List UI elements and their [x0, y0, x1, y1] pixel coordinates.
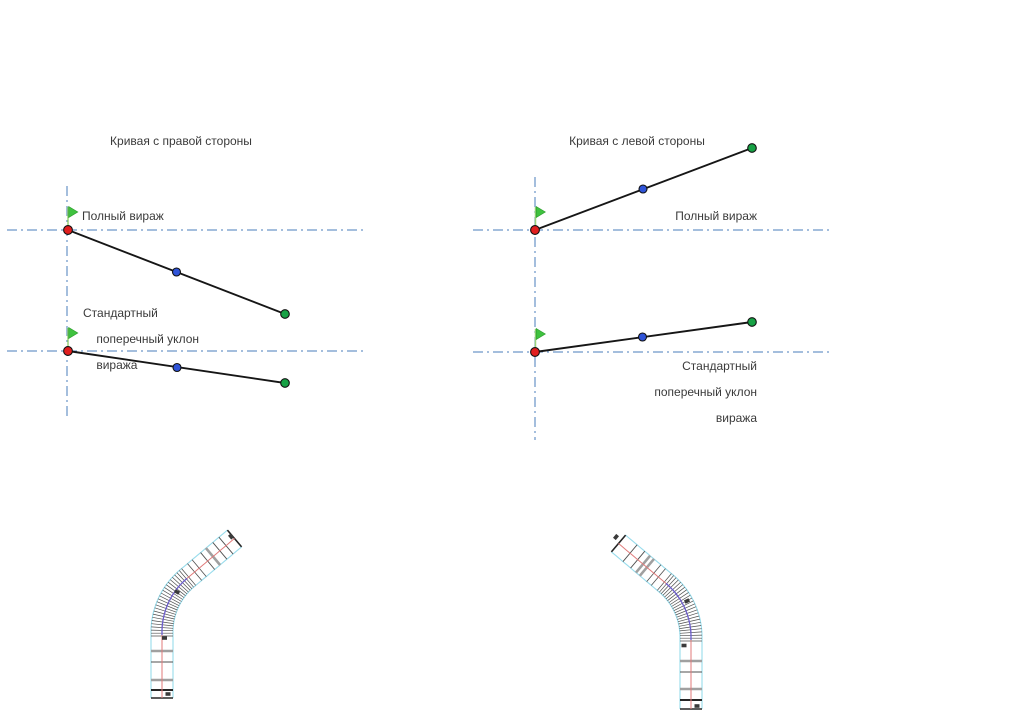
grip-mid-point[interactable]	[638, 184, 648, 194]
standard-slope-label-line2: поперечный уклон	[654, 385, 757, 399]
road-station-label-mark	[681, 643, 687, 648]
road-curve-overlay	[665, 582, 692, 640]
road-station-label-mark	[165, 692, 171, 696]
road-station-label-mark	[162, 636, 167, 640]
panel-title: Кривая с левой стороны	[569, 134, 705, 148]
panel-right-curve	[7, 186, 365, 418]
panel-left-curve	[473, 143, 832, 440]
road-plan-right	[610, 533, 703, 710]
standard-slope-label-line2: поперечный уклон	[96, 332, 199, 346]
full-superelevation-label: Полный вираж	[675, 209, 757, 223]
road-plan-left	[150, 529, 243, 699]
grip-start-point[interactable]	[63, 346, 73, 356]
grip-start-point[interactable]	[530, 347, 540, 357]
grip-end-point[interactable]	[747, 143, 757, 153]
grip-end-point[interactable]	[280, 309, 290, 319]
panel-title: Кривая с правой стороны	[110, 134, 252, 148]
standard-slope-label-line3: виража	[715, 411, 757, 425]
road-station-label-mark	[613, 533, 619, 541]
grip-mid-point[interactable]	[637, 332, 648, 342]
road-station-label-mark	[683, 598, 691, 604]
standard-slope-label: Стандартный поперечный уклон виража	[83, 307, 199, 372]
grip-end-point[interactable]	[747, 317, 757, 327]
road-station-label-mark	[694, 704, 700, 708]
grip-mid-point[interactable]	[171, 267, 182, 277]
standard-slope-label: Стандартный поперечный уклон виража	[620, 360, 757, 425]
road-edge-line	[172, 546, 242, 698]
grip-start-point[interactable]	[530, 225, 540, 235]
road-station-label-mark	[173, 589, 181, 595]
road-curve-overlay	[161, 577, 188, 635]
road-station-label-mark	[228, 533, 234, 540]
full-superelevation-label: Полный вираж	[82, 209, 164, 223]
grip-start-point[interactable]	[63, 225, 73, 235]
grip-end-point[interactable]	[280, 378, 290, 388]
standard-slope-label-line1: Стандартный	[682, 359, 757, 373]
standard-slope-label-line3: виража	[96, 358, 138, 372]
standard-slope-label-line1: Стандартный	[83, 306, 158, 320]
grip-mid-point[interactable]	[172, 362, 182, 373]
